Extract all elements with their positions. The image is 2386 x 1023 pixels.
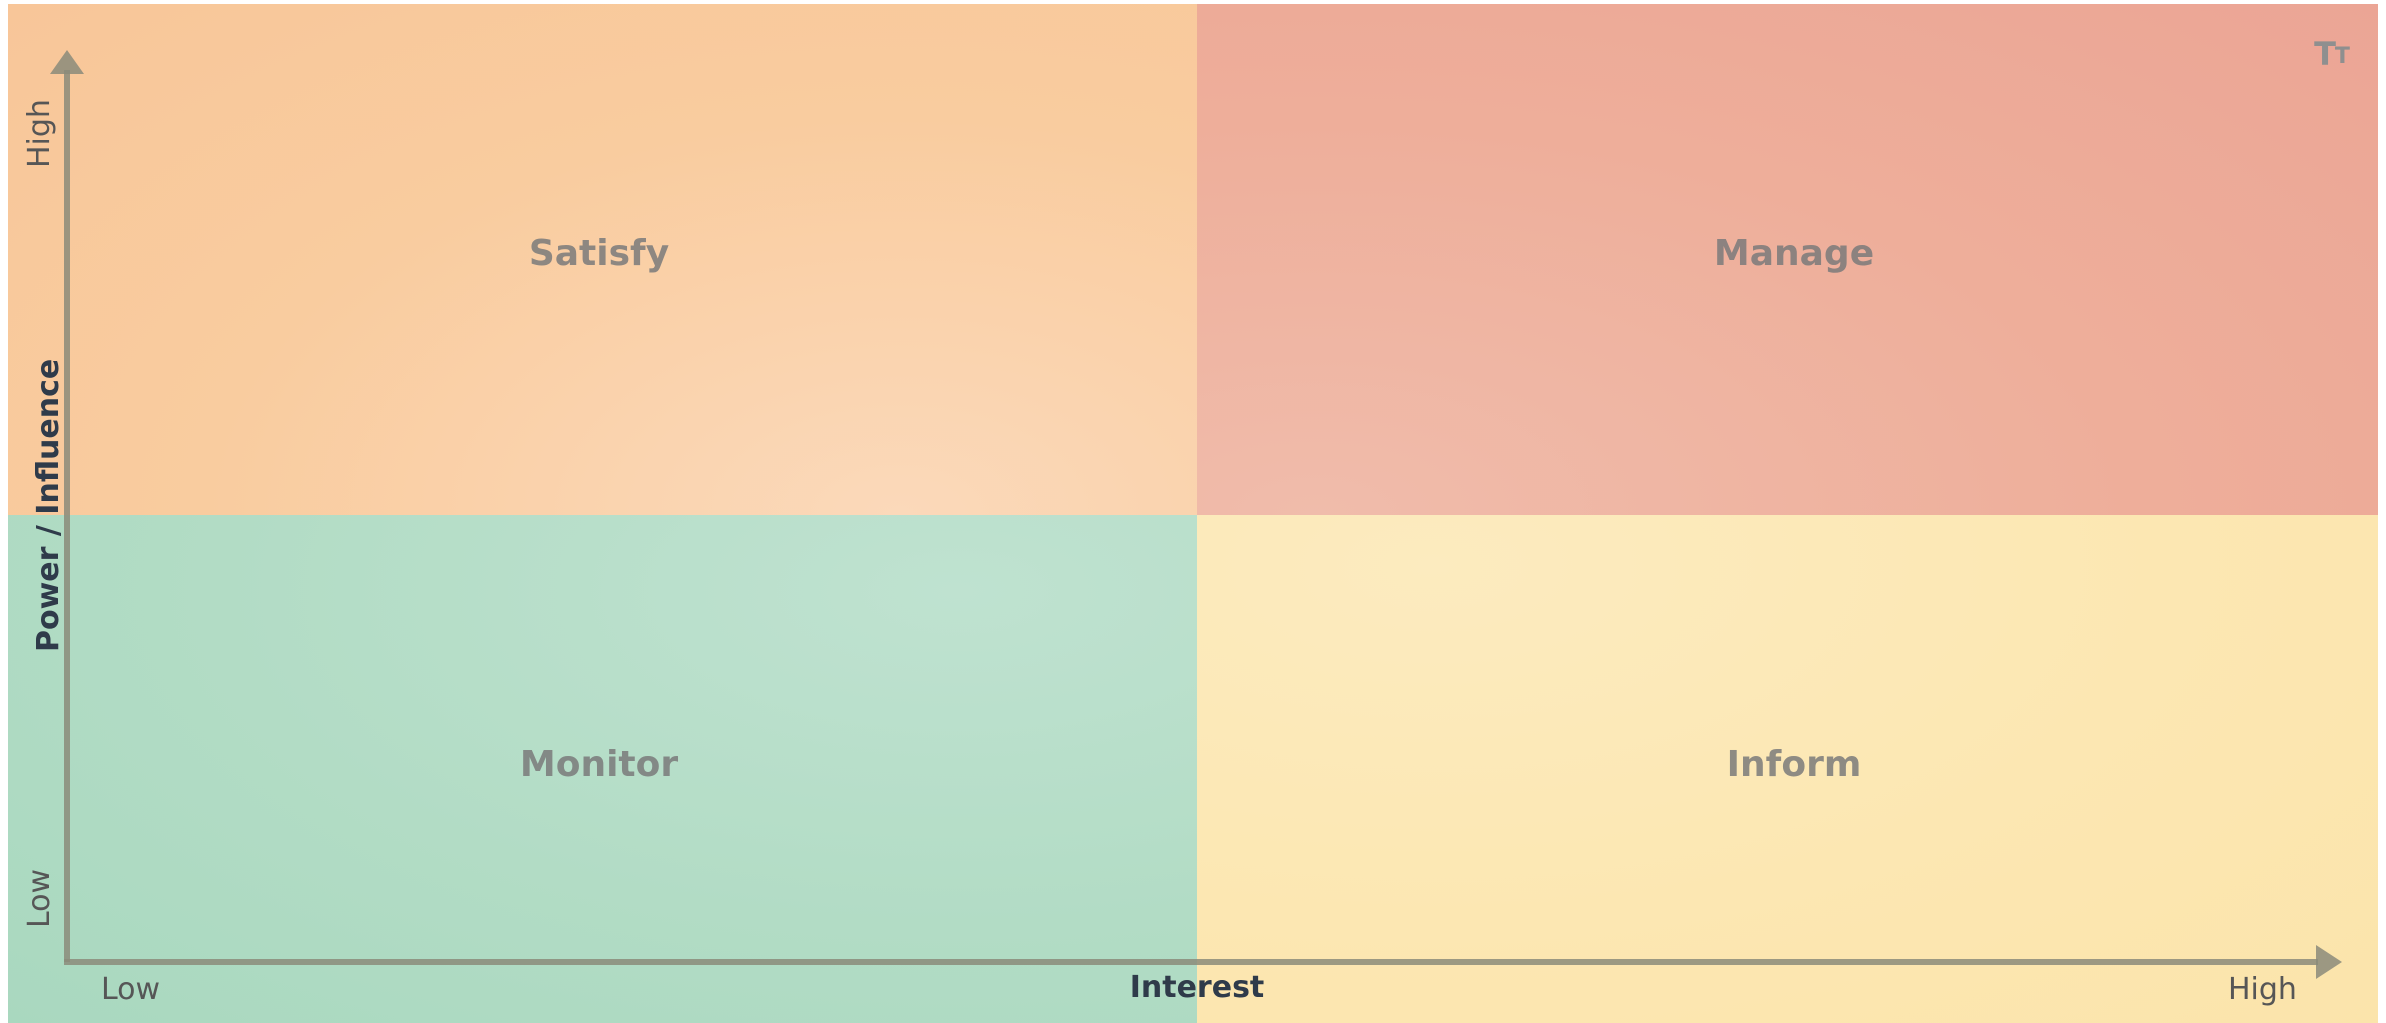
x-axis-low-label: Low <box>101 972 161 1007</box>
quadrant-inform[interactable] <box>1197 515 2378 1023</box>
y-axis-high-label: High <box>22 99 57 168</box>
quadrant-label-monitor: Monitor <box>519 744 679 785</box>
quadrant-label-satisfy: Satisfy <box>528 233 670 274</box>
quadrant-satisfy[interactable] <box>8 4 1197 515</box>
quadrant-monitor[interactable] <box>8 515 1197 1023</box>
y-axis-title: Power / Influence <box>31 358 66 652</box>
quadrant-label-inform: Inform <box>1726 744 1862 785</box>
x-axis-arrowhead <box>2316 945 2342 979</box>
y-axis-low-label: Low <box>22 868 57 928</box>
x-axis-title: Interest <box>1129 970 1265 1005</box>
quadrant-label-manage: Manage <box>1713 233 1875 274</box>
quadrant-manage[interactable] <box>1197 4 2378 515</box>
y-axis-arrowhead <box>50 50 84 74</box>
x-axis-high-label: High <box>2228 972 2297 1007</box>
